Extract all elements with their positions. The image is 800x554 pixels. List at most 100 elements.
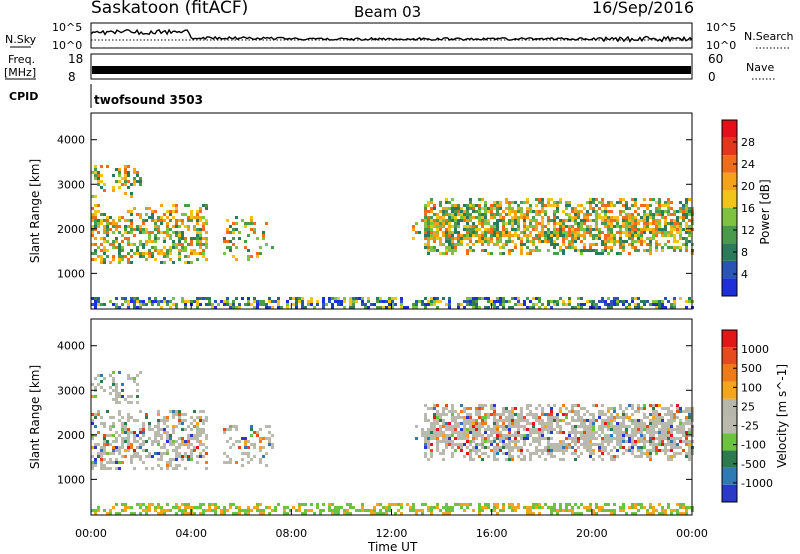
heat-cell [688,446,691,449]
heat-cell [646,425,649,428]
heat-cell [118,252,121,255]
heat-cell [511,228,514,231]
heat-cell [229,231,232,234]
heat-cell [652,219,655,222]
heat-cell [271,443,274,446]
heat-cell [586,231,589,234]
heat-cell [532,237,535,240]
heat-cell [427,300,430,303]
heat-cell [199,455,202,458]
heat-cell [190,449,193,452]
heat-cell [154,225,157,228]
heat-cell [493,201,496,204]
heat-cell [430,437,433,440]
heat-cell [688,231,691,234]
heat-cell [652,437,655,440]
heat-cell [445,249,448,252]
heat-cell [634,198,637,201]
heat-cell [634,443,637,446]
heat-cell [166,416,169,419]
heat-cell [160,467,163,470]
heat-cell [487,297,490,300]
heat-cell [649,428,652,431]
heat-cell [184,204,187,207]
heat-cell [649,434,652,437]
heat-cell [154,434,157,437]
heat-cell [502,246,505,249]
heat-cell [433,213,436,216]
heat-cell [430,509,433,512]
heat-cell [670,306,673,309]
heat-cell [175,303,178,306]
heat-cell [661,204,664,207]
heat-cell [202,255,205,258]
heat-cell [115,461,118,464]
heat-cell [400,506,403,509]
heat-cell [436,506,439,509]
heat-cell [589,503,592,506]
heat-cell [193,237,196,240]
heat-cell [607,222,610,225]
heat-cell [526,407,529,410]
heat-cell [460,443,463,446]
heat-cell [487,228,490,231]
heat-cell [136,419,139,422]
heat-cell [613,204,616,207]
heat-cell [205,467,208,470]
heat-cell [592,452,595,455]
heat-cell [679,437,682,440]
heat-cell [622,452,625,455]
heat-cell [499,449,502,452]
heat-cell [646,222,649,225]
heat-cell [466,237,469,240]
heat-cell [94,461,97,464]
heat-cell [481,207,484,210]
heat-cell [511,413,514,416]
heat-cell [532,297,535,300]
heat-cell [541,413,544,416]
heat-cell [652,443,655,446]
heat-cell [244,246,247,249]
heat-cell [517,234,520,237]
heat-cell [478,234,481,237]
heat-cell [685,431,688,434]
heat-cell [565,449,568,452]
heat-cell [523,434,526,437]
heat-cell [166,228,169,231]
heat-cell [553,419,556,422]
heat-cell [430,246,433,249]
heat-cell [124,255,127,258]
heat-cell [202,410,205,413]
heat-cell [460,240,463,243]
heat-cell [166,234,169,237]
colorbar-tick-label: 20 [741,180,755,193]
heat-cell [553,213,556,216]
heat-cell [136,246,139,249]
heat-cell [97,452,100,455]
heat-cell [604,425,607,428]
heat-cell [622,413,625,416]
heat-cell [478,455,481,458]
heat-cell [199,428,202,431]
heat-cell [610,303,613,306]
heat-cell [676,443,679,446]
heat-cell [400,512,403,515]
heat-cell [634,422,637,425]
heat-cell [463,225,466,228]
heat-cell [583,231,586,234]
heat-cell [430,207,433,210]
heat-cell [553,449,556,452]
colorbar-swatch [722,416,737,434]
heat-cell [415,509,418,512]
velocity-colorbar-label: Velocity [m s^-1] [775,364,789,468]
heat-cell [127,506,130,509]
heat-cell [535,446,538,449]
heat-cell [568,431,571,434]
heat-cell [148,455,151,458]
heat-cell [619,440,622,443]
heat-cell [655,213,658,216]
heat-cell [121,455,124,458]
heat-cell [487,207,490,210]
heat-cell [625,204,628,207]
heat-cell [511,201,514,204]
